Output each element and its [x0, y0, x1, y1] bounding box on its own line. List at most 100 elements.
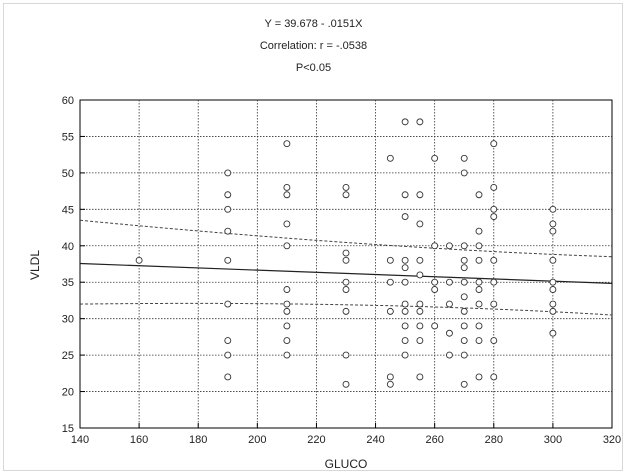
- data-point: [135, 256, 143, 264]
- data-point: [460, 337, 468, 344]
- regression-line: [79, 262, 613, 284]
- regression-equation: Y = 39.678 - .0151X: [264, 18, 363, 30]
- data-point: [416, 373, 424, 381]
- data-point: [401, 278, 409, 286]
- data-point: [490, 140, 498, 148]
- data-point: [490, 278, 498, 286]
- data-point: [475, 191, 483, 199]
- data-point: [401, 118, 409, 126]
- data-point: [431, 286, 439, 293]
- data-point: [342, 380, 350, 388]
- data-point: [431, 154, 439, 162]
- data-point: [549, 205, 557, 213]
- data-point: [224, 373, 232, 381]
- data-point: [460, 307, 468, 315]
- data-point: [342, 351, 350, 359]
- data-point: [460, 256, 468, 264]
- data-point: [445, 278, 453, 286]
- data-point: [386, 278, 394, 286]
- x-tick-label: 280: [485, 434, 503, 446]
- y-tick-label: 40: [62, 241, 74, 253]
- data-point: [475, 337, 483, 344]
- data-point: [549, 286, 557, 293]
- x-tick-label: 240: [366, 434, 384, 446]
- data-point: [416, 118, 424, 126]
- data-point: [431, 278, 439, 286]
- data-point: [401, 300, 409, 308]
- data-point: [386, 373, 394, 381]
- data-point: [460, 322, 468, 330]
- data-point: [401, 256, 409, 264]
- data-point: [401, 191, 409, 199]
- data-point: [386, 154, 394, 162]
- data-point: [549, 227, 557, 235]
- data-point: [475, 256, 483, 264]
- data-point: [342, 278, 350, 286]
- data-point: [342, 256, 350, 264]
- data-point: [445, 242, 453, 250]
- data-point: [283, 300, 291, 308]
- data-point: [416, 307, 424, 315]
- data-point: [460, 154, 468, 162]
- x-axis-ticks: 140 160 180 200 220 240 260 280 300 320: [71, 423, 621, 446]
- data-point: [549, 256, 557, 264]
- data-point: [416, 337, 424, 344]
- x-tick-label: 300: [544, 434, 562, 446]
- data-point: [549, 307, 557, 315]
- data-point: [490, 337, 498, 344]
- data-point: [416, 256, 424, 264]
- data-point: [460, 242, 468, 250]
- x-tick-label: 200: [248, 434, 266, 446]
- data-point: [224, 300, 232, 308]
- data-point: [401, 307, 409, 315]
- data-point: [283, 220, 291, 228]
- data-point: [460, 293, 468, 301]
- data-point: [431, 242, 439, 250]
- x-axis-label: GLUCO: [325, 457, 368, 471]
- data-point: [475, 373, 483, 381]
- data-point: [460, 351, 468, 359]
- y-tick-label: 35: [62, 277, 74, 289]
- y-tick-label: 50: [62, 168, 74, 180]
- data-point: [460, 380, 468, 388]
- data-point: [401, 322, 409, 330]
- data-point: [283, 140, 291, 148]
- data-point: [342, 286, 350, 293]
- data-point: [490, 205, 498, 213]
- y-axis-label: VLDL: [28, 250, 42, 280]
- x-tick-label: 320: [603, 434, 621, 446]
- y-tick-label: 60: [62, 95, 74, 107]
- data-point: [224, 191, 232, 199]
- y-tick-label: 15: [62, 423, 74, 435]
- data-point: [342, 184, 350, 191]
- data-point: [475, 227, 483, 235]
- data-point: [416, 322, 424, 330]
- data-point: [401, 264, 409, 272]
- data-point: [490, 213, 498, 221]
- data-point: [224, 256, 232, 264]
- data-point: [283, 351, 291, 359]
- chart-frame: [3, 3, 623, 471]
- data-point: [283, 191, 291, 199]
- data-point: [475, 322, 483, 330]
- data-point: [490, 256, 498, 264]
- data-point: [549, 329, 557, 337]
- data-point: [283, 322, 291, 330]
- y-axis-ticks: 15 20 25 30 35 40 45 50 55 60: [62, 95, 85, 435]
- data-point: [490, 184, 498, 191]
- data-point: [386, 256, 394, 264]
- data-point: [416, 300, 424, 308]
- data-point: [401, 213, 409, 221]
- confidence-band: [79, 219, 613, 316]
- data-point: [445, 300, 453, 308]
- data-point: [475, 300, 483, 308]
- data-point: [386, 307, 394, 315]
- data-point: [416, 220, 424, 228]
- data-point: [224, 351, 232, 359]
- data-point: [401, 351, 409, 359]
- data-point: [224, 337, 232, 344]
- regression-line-group: [79, 262, 613, 284]
- data-points: [135, 118, 557, 388]
- correlation-label: Correlation: r = -.0538: [259, 40, 368, 52]
